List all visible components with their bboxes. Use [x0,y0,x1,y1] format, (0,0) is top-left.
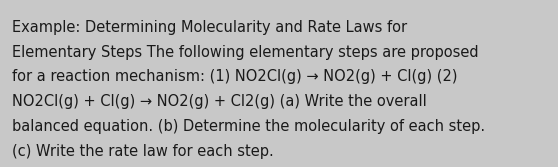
Text: (c) Write the rate law for each step.: (c) Write the rate law for each step. [12,144,274,159]
Text: Example: Determining Molecularity and Rate Laws for: Example: Determining Molecularity and Ra… [12,20,407,35]
Text: balanced equation. (b) Determine the molecularity of each step.: balanced equation. (b) Determine the mol… [12,119,485,134]
Text: for a reaction mechanism: (1) NO2Cl(g) → NO2(g) + Cl(g) (2): for a reaction mechanism: (1) NO2Cl(g) →… [12,69,458,85]
Text: NO2Cl(g) + Cl(g) → NO2(g) + Cl2(g) (a) Write the overall: NO2Cl(g) + Cl(g) → NO2(g) + Cl2(g) (a) W… [12,94,427,109]
Text: Elementary Steps The following elementary steps are proposed: Elementary Steps The following elementar… [12,45,479,60]
